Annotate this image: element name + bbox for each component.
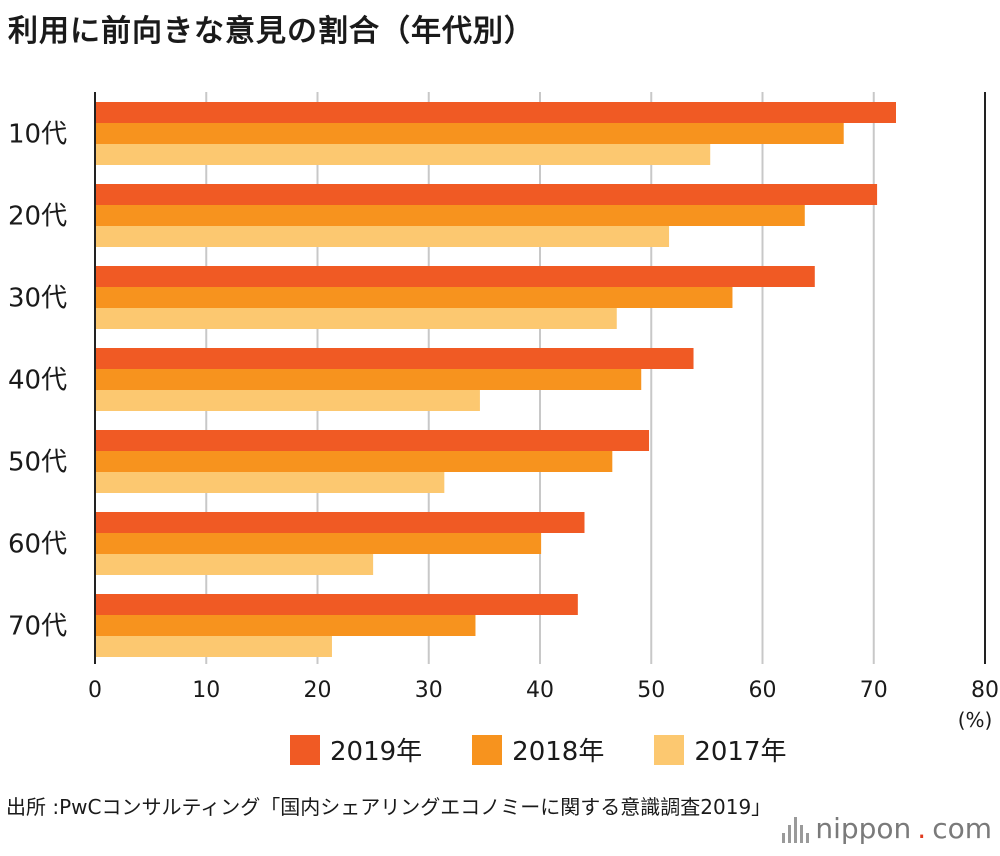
legend-swatch-2017 bbox=[654, 734, 685, 765]
legend-item-2017: 2017年 bbox=[654, 731, 787, 768]
bar-2019年-60代 bbox=[95, 512, 585, 533]
category-label: 60代 bbox=[8, 530, 67, 560]
bar-2017年-50代 bbox=[95, 472, 445, 493]
legend-label-2019: 2019年 bbox=[330, 737, 423, 767]
bar-2017年-10代 bbox=[95, 144, 711, 165]
category-label: 70代 bbox=[8, 612, 67, 642]
bar-2018年-60代 bbox=[95, 533, 542, 554]
legend-item-2019: 2019年 bbox=[290, 731, 422, 768]
x-tick-label: 20 bbox=[304, 678, 332, 703]
bar-2019年-50代 bbox=[95, 430, 650, 451]
bar-2017年-30代 bbox=[95, 308, 617, 329]
category-label: 50代 bbox=[8, 448, 67, 478]
bar-2017年-20代 bbox=[95, 226, 670, 247]
bar-2018年-20代 bbox=[95, 205, 805, 226]
bar-2018年-70代 bbox=[95, 615, 476, 636]
brand-bars-icon bbox=[782, 815, 810, 843]
x-tick-label: 10 bbox=[192, 678, 220, 703]
x-tick-label: 70 bbox=[860, 678, 888, 703]
bar-2019年-30代 bbox=[95, 266, 815, 287]
bar-2017年-70代 bbox=[95, 636, 332, 657]
x-tick-label: 60 bbox=[749, 678, 777, 703]
bar-chart: 10代 20代 30代 40代 50代 60代 70代 0 10 20 30 40 50 60 70 80 (%… bbox=[8, 92, 999, 730]
category-label: 10代 bbox=[8, 120, 67, 150]
bar-2019年-40代 bbox=[95, 348, 694, 369]
bar-2019年-20代 bbox=[95, 184, 878, 205]
bar-2018年-30代 bbox=[95, 287, 733, 308]
x-tick-label: 30 bbox=[415, 678, 443, 703]
bar-2017年-40代 bbox=[95, 390, 480, 411]
x-tick-label: 50 bbox=[637, 678, 665, 703]
brand-name: nippon bbox=[815, 812, 912, 845]
bar-2017年-60代 bbox=[95, 554, 374, 575]
x-tick-label: 0 bbox=[88, 678, 102, 703]
legend-label-2018: 2018年 bbox=[512, 737, 605, 767]
legend: 2019年 2018年 2017年 bbox=[290, 731, 787, 768]
legend-label-2017: 2017年 bbox=[694, 737, 787, 767]
x-unit-label: (%) bbox=[958, 708, 993, 730]
legend-swatch-2018 bbox=[472, 734, 503, 765]
brand-tld: com bbox=[932, 812, 992, 845]
bar-2019年-10代 bbox=[95, 102, 896, 123]
category-label: 40代 bbox=[8, 366, 67, 396]
category-label: 20代 bbox=[8, 202, 67, 232]
bar-2018年-10代 bbox=[95, 123, 844, 144]
x-tick-label: 80 bbox=[971, 678, 999, 703]
bar-2018年-50代 bbox=[95, 451, 613, 472]
category-label: 30代 bbox=[8, 284, 67, 314]
legend-swatch-2019 bbox=[290, 734, 320, 765]
bar-2019年-70代 bbox=[95, 594, 578, 615]
bar-2018年-40代 bbox=[95, 369, 642, 390]
brand-logo: nippon. com bbox=[782, 812, 992, 845]
source-note: 出所 :PwCコンサルティング「国内シェアリングエコノミーに関する意識調査201… bbox=[6, 795, 772, 819]
brand-dot: . bbox=[917, 812, 927, 845]
x-tick-label: 40 bbox=[526, 678, 554, 703]
chart-title: 利用に前向きな意見の割合（年代別） bbox=[8, 14, 535, 49]
legend-item-2018: 2018年 bbox=[472, 731, 604, 768]
